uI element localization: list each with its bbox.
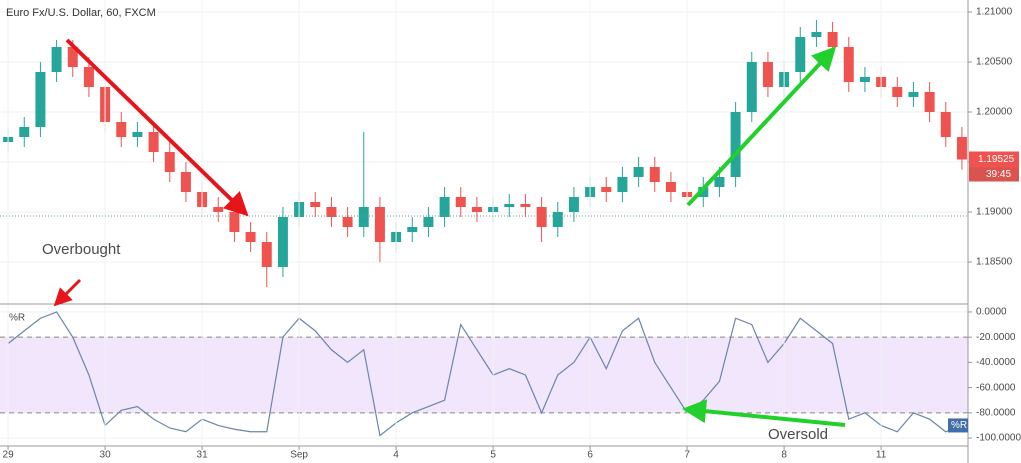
plot-area: [0, 0, 968, 446]
candle-body: [148, 132, 159, 152]
annotation: Overbought: [42, 241, 121, 258]
x-tick-label: 8: [781, 450, 787, 461]
level-band: [0, 337, 968, 413]
candle-body: [245, 232, 256, 242]
countdown: 39:45: [986, 169, 1011, 180]
candle-body: [455, 197, 466, 207]
candle-body: [277, 217, 288, 267]
x-tick-label: 31: [197, 450, 209, 461]
indicator-label: %R: [9, 313, 25, 324]
candle-body: [811, 32, 822, 37]
candle-body: [407, 227, 418, 232]
candle-body: [520, 204, 531, 207]
x-tick-label: 30: [100, 450, 112, 461]
candle-body: [164, 152, 175, 172]
trend-arrow: [65, 38, 249, 217]
candle-body: [746, 62, 757, 112]
candle-body: [326, 207, 337, 217]
candle-body: [940, 112, 951, 137]
candle-body: [617, 177, 628, 192]
candle-body: [504, 204, 515, 207]
candle-body: [568, 197, 579, 212]
last-price-label: 1.19525: [978, 154, 1015, 165]
candle-body: [213, 207, 224, 212]
y-tick-label: -60.0000: [976, 382, 1016, 393]
y-tick-label: 1.21000: [976, 7, 1013, 18]
candle-body: [180, 172, 191, 192]
overbought-arrow: [53, 278, 82, 307]
candle-body: [843, 47, 854, 82]
candle-body: [827, 32, 838, 47]
candle-body: [358, 207, 369, 227]
candle-body: [536, 207, 547, 227]
candle-body: [342, 217, 353, 227]
y-tick-label: 1.20000: [976, 107, 1013, 118]
candle-body: [261, 242, 272, 267]
y-tick-label: 0.0000: [976, 307, 1007, 318]
series-tag: %R: [951, 420, 967, 431]
oversold-arrow: [682, 399, 846, 427]
x-tick-label: Sep: [290, 450, 308, 461]
candle-body: [471, 207, 482, 212]
x-tick-label: 6: [587, 450, 593, 461]
candle-body: [665, 182, 676, 192]
candle-body: [714, 177, 725, 187]
y-tick-label: 1.19000: [976, 207, 1013, 218]
candle-body: [956, 137, 967, 160]
last-price-box: [969, 151, 1019, 168]
chart-title: Euro Fx/U.S. Dollar, 60, FXCM: [6, 7, 156, 19]
candle-body: [423, 217, 434, 227]
candle-body: [649, 167, 660, 182]
candle-body: [698, 187, 709, 197]
indicator-line: [7, 311, 963, 437]
candle-body: [116, 122, 127, 137]
candle-body: [892, 87, 903, 97]
candle-body: [83, 67, 94, 87]
candle-body: [924, 92, 935, 112]
x-tick-label: 29: [3, 450, 15, 461]
candle-body: [67, 47, 78, 67]
candle-body: [730, 112, 741, 177]
series-tag-box: [948, 418, 968, 433]
y-tick-label: 1.18500: [976, 257, 1013, 268]
candle-body: [374, 207, 385, 242]
candle-body: [132, 132, 143, 137]
candle-body: [762, 62, 773, 87]
candle-body: [310, 202, 321, 207]
candle-body: [795, 37, 806, 72]
candle-body: [35, 72, 46, 127]
candle-body: [859, 77, 870, 82]
candle-body: [229, 212, 240, 232]
candle-body: [601, 187, 612, 192]
candle-body: [633, 167, 644, 177]
annotation: Oversold: [768, 426, 828, 443]
x-tick-label: 4: [393, 450, 399, 461]
countdown-box: [969, 167, 1019, 182]
candle-body: [439, 197, 450, 217]
y-tick-label: -20.0000: [976, 332, 1016, 343]
candle-body: [51, 47, 62, 72]
trend-arrow: [686, 46, 837, 207]
candle-body: [908, 92, 919, 97]
candle-body: [19, 127, 30, 137]
x-tick-label: 11: [876, 450, 887, 461]
y-tick-label: -40.0000: [976, 357, 1016, 368]
x-tick-label: 5: [490, 450, 496, 461]
y-tick-label: -100.0000: [976, 433, 1021, 444]
x-tick-label: 7: [684, 450, 690, 461]
y-tick-label: -80.0000: [976, 407, 1016, 418]
y-tick-label: 1.20500: [976, 57, 1013, 68]
candle-body: [552, 212, 563, 227]
